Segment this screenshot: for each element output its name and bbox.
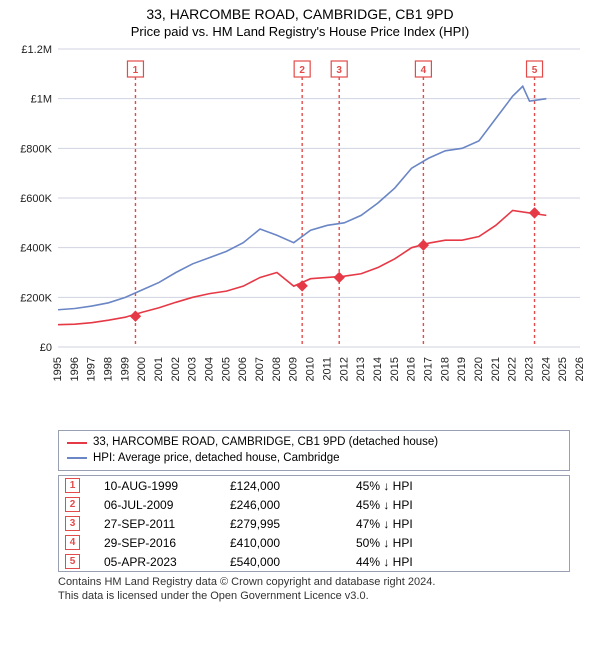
svg-text:2000: 2000: [136, 357, 148, 381]
tx-date: 27-SEP-2011: [86, 517, 224, 531]
tx-price: £246,000: [230, 498, 350, 512]
svg-text:1996: 1996: [69, 357, 81, 381]
svg-text:3: 3: [336, 65, 342, 76]
svg-text:2019: 2019: [456, 357, 468, 381]
svg-text:1999: 1999: [119, 357, 131, 381]
legend-swatch: [67, 442, 87, 444]
event-badge: 5: [65, 554, 80, 569]
svg-text:2012: 2012: [338, 357, 350, 381]
svg-text:2022: 2022: [507, 357, 519, 381]
svg-text:2018: 2018: [439, 357, 451, 381]
footer-line2: This data is licensed under the Open Gov…: [58, 590, 570, 604]
svg-text:2003: 2003: [187, 357, 199, 381]
svg-text:2020: 2020: [473, 357, 485, 381]
tx-pct: 50% ↓ HPI: [356, 536, 506, 550]
tx-price: £124,000: [230, 479, 350, 493]
page-title: 33, HARCOMBE ROAD, CAMBRIDGE, CB1 9PD: [0, 6, 600, 22]
transactions-table: 1 10-AUG-1999 £124,000 45% ↓ HPI 2 06-JUL-200…: [58, 475, 570, 572]
table-row: 1 10-AUG-1999 £124,000 45% ↓ HPI: [59, 476, 569, 495]
svg-text:£400K: £400K: [20, 243, 52, 255]
svg-text:1995: 1995: [52, 357, 64, 381]
svg-text:£600K: £600K: [20, 193, 52, 205]
svg-text:2006: 2006: [237, 357, 249, 381]
svg-text:£800K: £800K: [20, 143, 52, 155]
svg-text:1: 1: [133, 65, 139, 76]
tx-pct: 45% ↓ HPI: [356, 498, 506, 512]
tx-date: 05-APR-2023: [86, 555, 224, 569]
svg-text:2015: 2015: [389, 357, 401, 381]
svg-text:2004: 2004: [204, 357, 216, 381]
svg-text:2010: 2010: [305, 357, 317, 381]
svg-text:£200K: £200K: [20, 292, 52, 304]
footer-line1: Contains HM Land Registry data © Crown c…: [58, 576, 570, 590]
table-row: 2 06-JUL-2009 £246,000 45% ↓ HPI: [59, 495, 569, 514]
tx-pct: 44% ↓ HPI: [356, 555, 506, 569]
svg-text:2005: 2005: [220, 357, 232, 381]
svg-text:2024: 2024: [540, 357, 552, 381]
svg-text:1998: 1998: [103, 357, 115, 381]
event-badge: 4: [65, 535, 80, 550]
page-subtitle: Price paid vs. HM Land Registry's House …: [0, 24, 600, 39]
table-row: 5 05-APR-2023 £540,000 44% ↓ HPI: [59, 552, 569, 571]
svg-text:2017: 2017: [422, 357, 434, 381]
table-row: 4 29-SEP-2016 £410,000 50% ↓ HPI: [59, 533, 569, 552]
legend-label: 33, HARCOMBE ROAD, CAMBRIDGE, CB1 9PD (d…: [93, 435, 438, 451]
table-row: 3 27-SEP-2011 £279,995 47% ↓ HPI: [59, 514, 569, 533]
footer-attribution: Contains HM Land Registry data © Crown c…: [58, 576, 570, 604]
event-badge: 3: [65, 516, 80, 531]
legend-swatch: [67, 457, 87, 459]
event-badge: 2: [65, 497, 80, 512]
svg-text:£1M: £1M: [31, 94, 52, 106]
tx-price: £410,000: [230, 536, 350, 550]
svg-text:2025: 2025: [557, 357, 569, 381]
event-badge: 1: [65, 478, 80, 493]
tx-price: £540,000: [230, 555, 350, 569]
svg-text:2011: 2011: [321, 357, 333, 381]
svg-text:2021: 2021: [490, 357, 502, 381]
svg-text:2013: 2013: [355, 357, 367, 381]
tx-date: 06-JUL-2009: [86, 498, 224, 512]
legend-item: 33, HARCOMBE ROAD, CAMBRIDGE, CB1 9PD (d…: [67, 435, 561, 451]
svg-text:2009: 2009: [288, 357, 300, 381]
svg-text:2026: 2026: [574, 357, 586, 381]
svg-text:2001: 2001: [153, 357, 165, 381]
svg-text:2008: 2008: [271, 357, 283, 381]
legend: 33, HARCOMBE ROAD, CAMBRIDGE, CB1 9PD (d…: [58, 430, 570, 471]
svg-text:2007: 2007: [254, 357, 266, 381]
svg-text:4: 4: [421, 65, 427, 76]
svg-text:5: 5: [532, 65, 538, 76]
legend-label: HPI: Average price, detached house, Camb…: [93, 451, 340, 467]
legend-item: HPI: Average price, detached house, Camb…: [67, 451, 561, 467]
svg-text:£1.2M: £1.2M: [21, 44, 52, 56]
price-chart: £0 £200K £400K £600K £800K £1M £1.2M 1995 1996 19…: [0, 39, 600, 419]
svg-text:2023: 2023: [523, 357, 535, 381]
tx-pct: 47% ↓ HPI: [356, 517, 506, 531]
tx-date: 29-SEP-2016: [86, 536, 224, 550]
tx-price: £279,995: [230, 517, 350, 531]
svg-text:2014: 2014: [372, 357, 384, 381]
tx-pct: 45% ↓ HPI: [356, 479, 506, 493]
svg-text:2002: 2002: [170, 357, 182, 381]
svg-text:2016: 2016: [406, 357, 418, 381]
tx-date: 10-AUG-1999: [86, 479, 224, 493]
svg-text:£0: £0: [40, 342, 52, 354]
svg-text:2: 2: [299, 65, 305, 76]
svg-text:1997: 1997: [86, 357, 98, 381]
